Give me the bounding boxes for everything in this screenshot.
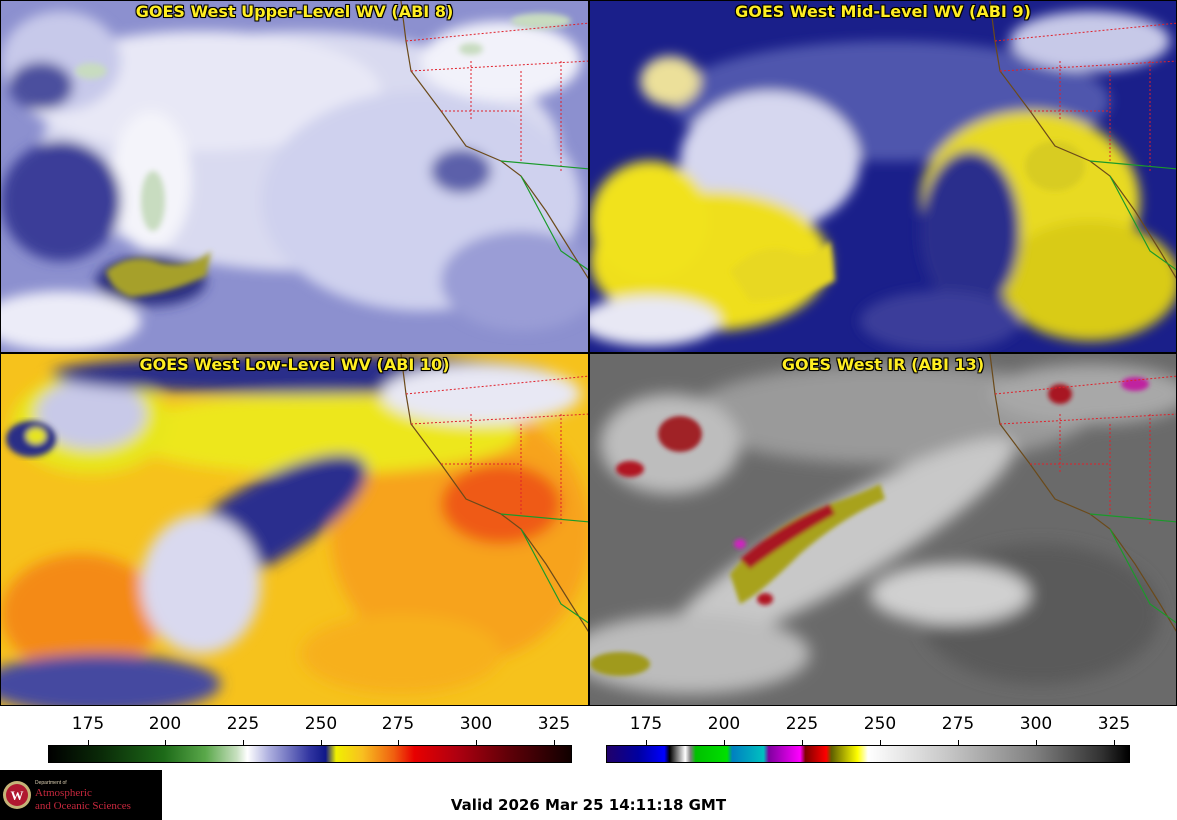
svg-text:W: W [11, 788, 24, 803]
valid-time: Valid 2026 Mar 25 14:11:18 GMT [450, 796, 727, 814]
logo-line2: and Oceanic Sciences [35, 800, 131, 812]
panel-title: GOES West IR (ABI 13) [781, 355, 985, 374]
tick-label: 300 [1019, 714, 1053, 734]
ir-image [590, 354, 1176, 705]
wv-colorbar [48, 745, 572, 763]
panel-ir: GOES West IR (ABI 13) [589, 353, 1177, 706]
panel-low-wv: GOES West Low-Level WV (ABI 10) [0, 353, 589, 706]
tick-label: 325 [1097, 714, 1131, 734]
tick-label: 225 [785, 714, 819, 734]
mid-wv-image [590, 1, 1176, 352]
low-wv-image [1, 354, 588, 705]
uw-crest-icon: W [3, 781, 31, 809]
panel-upper-wv: GOES West Upper-Level WV (ABI 8) [0, 0, 589, 353]
logo-dept: Department of [35, 780, 67, 786]
wv-colorbar-ticks: 175 200 225 250 275 300 325 [48, 714, 572, 746]
panel-title: GOES West Mid-Level WV (ABI 9) [735, 2, 1031, 21]
tick-label: 200 [148, 714, 182, 734]
ir-colorbar-ticks: 175 200 225 250 275 300 325 [606, 714, 1130, 746]
aos-logo: W Department of Atmospheric and Oceanic … [0, 770, 162, 820]
panel-title: GOES West Low-Level WV (ABI 10) [139, 355, 450, 374]
tick-label: 200 [707, 714, 741, 734]
tick-label: 325 [537, 714, 571, 734]
ir-colorbar [606, 745, 1130, 763]
panel-title: GOES West Upper-Level WV (ABI 8) [135, 2, 454, 21]
panel-mid-wv: GOES West Mid-Level WV (ABI 9) [589, 0, 1177, 353]
tick-label: 275 [381, 714, 415, 734]
tick-label: 275 [941, 714, 975, 734]
upper-wv-image [1, 1, 588, 352]
tick-label: 300 [459, 714, 493, 734]
tick-label: 175 [629, 714, 663, 734]
tick-label: 250 [863, 714, 897, 734]
tick-label: 175 [71, 714, 105, 734]
tick-label: 225 [226, 714, 260, 734]
tick-label: 250 [304, 714, 338, 734]
logo-line1: Atmospheric [35, 787, 92, 799]
